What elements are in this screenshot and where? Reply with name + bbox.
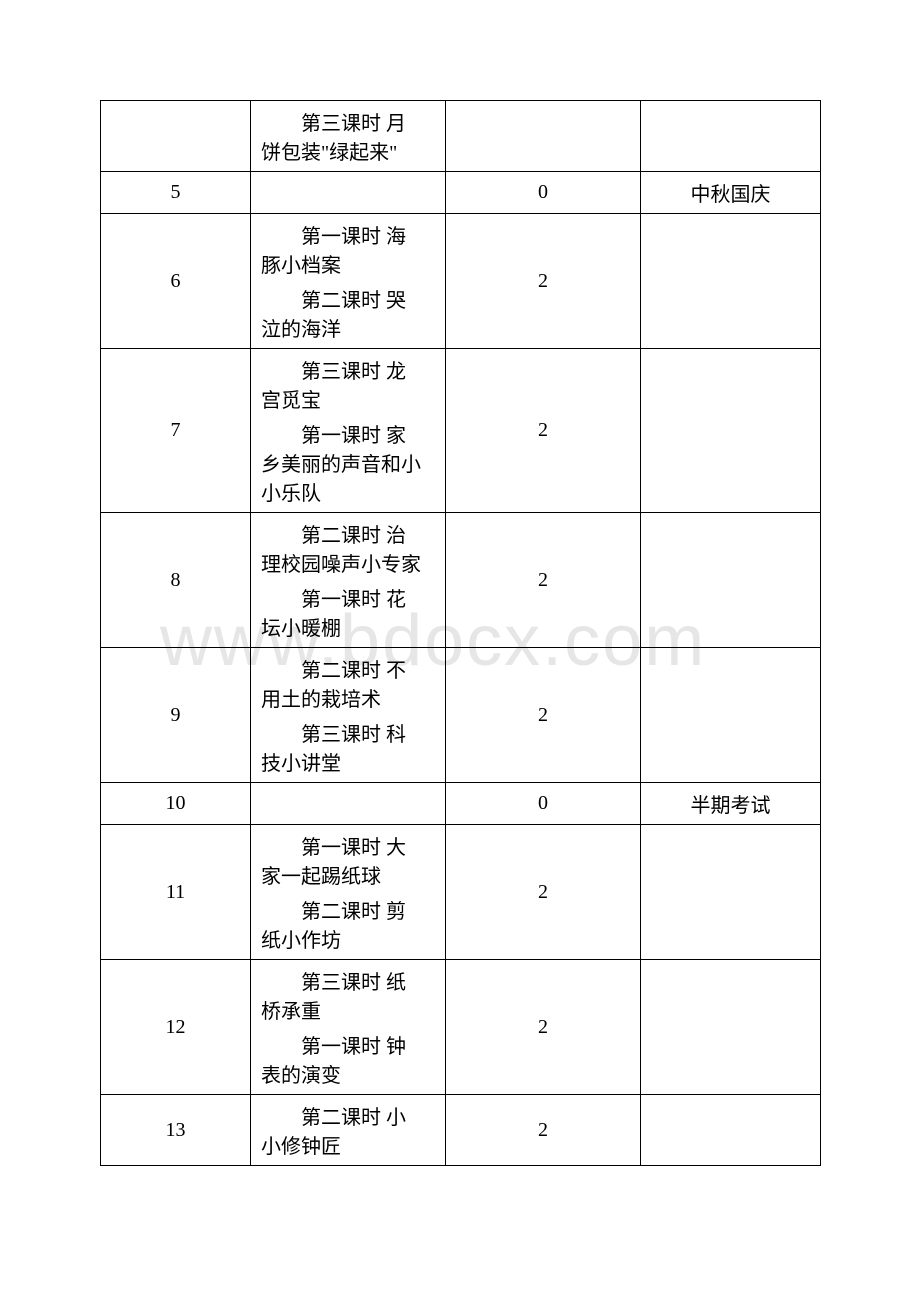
table-row: 7第三课时 龙宫觅宝第一课时 家乡美丽的声音和小小乐队2 <box>101 349 821 513</box>
note-cell: 半期考试 <box>641 783 821 825</box>
note-cell <box>641 101 821 172</box>
lesson-block: 第二课时 哭泣的海洋 <box>261 284 435 342</box>
content-cell: 第三课时 月饼包装"绿起来" <box>251 101 446 172</box>
note-cell: 中秋国庆 <box>641 172 821 214</box>
lesson-title-line: 第三课时 龙 <box>261 355 435 384</box>
lesson-title-line: 第三课时 月 <box>261 107 435 136</box>
week-cell: 6 <box>101 214 251 349</box>
table-row: 12第三课时 纸桥承重第一课时 钟表的演变2 <box>101 960 821 1095</box>
lesson-block: 第一课时 海豚小档案 <box>261 220 435 278</box>
week-cell: 10 <box>101 783 251 825</box>
note-cell <box>641 349 821 513</box>
table-row: 11第一课时 大家一起踢纸球第二课时 剪纸小作坊2 <box>101 825 821 960</box>
content-cell: 第二课时 小小修钟匠 <box>251 1095 446 1166</box>
schedule-table: 第三课时 月饼包装"绿起来"50中秋国庆6第一课时 海豚小档案第二课时 哭泣的海… <box>100 100 821 1166</box>
content-cell: 第二课时 不用土的栽培术第三课时 科技小讲堂 <box>251 648 446 783</box>
hours-cell: 2 <box>446 825 641 960</box>
week-cell: 12 <box>101 960 251 1095</box>
lesson-body-line: 泣的海洋 <box>261 313 435 342</box>
week-cell <box>101 101 251 172</box>
lesson-title-line: 第一课时 钟 <box>261 1030 435 1059</box>
week-cell: 8 <box>101 513 251 648</box>
table-row: 8第二课时 治理校园噪声小专家第一课时 花坛小暖棚2 <box>101 513 821 648</box>
content-cell <box>251 172 446 214</box>
hours-cell: 2 <box>446 648 641 783</box>
table-row: 5 0中秋国庆 <box>101 172 821 214</box>
lesson-body-line: 小修钟匠 <box>261 1130 435 1159</box>
content-cell: 第一课时 海豚小档案第二课时 哭泣的海洋 <box>251 214 446 349</box>
week-cell: 11 <box>101 825 251 960</box>
week-cell: 5 <box>101 172 251 214</box>
note-cell <box>641 1095 821 1166</box>
content-cell: 第一课时 大家一起踢纸球第二课时 剪纸小作坊 <box>251 825 446 960</box>
lesson-body-line: 家一起踢纸球 <box>261 860 435 889</box>
content-cell: 第三课时 纸桥承重第一课时 钟表的演变 <box>251 960 446 1095</box>
lesson-title-line: 第二课时 哭 <box>261 284 435 313</box>
note-cell <box>641 513 821 648</box>
hours-cell: 2 <box>446 214 641 349</box>
lesson-block: 第二课时 不用土的栽培术 <box>261 654 435 712</box>
lesson-title-line: 第一课时 家 <box>261 419 435 448</box>
lesson-body-line: 纸小作坊 <box>261 924 435 953</box>
lesson-title-line: 第二课时 不 <box>261 654 435 683</box>
note-cell <box>641 960 821 1095</box>
lesson-title-line: 第二课时 剪 <box>261 895 435 924</box>
lesson-title-line: 第三课时 纸 <box>261 966 435 995</box>
hours-cell: 2 <box>446 1095 641 1166</box>
lesson-block: 第一课时 花坛小暖棚 <box>261 583 435 641</box>
lesson-title-line: 第三课时 科 <box>261 718 435 747</box>
lesson-body-line: 宫觅宝 <box>261 384 435 413</box>
lesson-title-line: 第二课时 小 <box>261 1101 435 1130</box>
note-cell <box>641 648 821 783</box>
schedule-table-wrap: 第三课时 月饼包装"绿起来"50中秋国庆6第一课时 海豚小档案第二课时 哭泣的海… <box>100 100 820 1166</box>
table-row: 9第二课时 不用土的栽培术第三课时 科技小讲堂2 <box>101 648 821 783</box>
hours-cell: 2 <box>446 960 641 1095</box>
lesson-block: 第一课时 家乡美丽的声音和小小乐队 <box>261 419 435 506</box>
content-cell: 第二课时 治理校园噪声小专家第一课时 花坛小暖棚 <box>251 513 446 648</box>
table-row: 第三课时 月饼包装"绿起来" <box>101 101 821 172</box>
lesson-body-line: 桥承重 <box>261 995 435 1024</box>
lesson-body-line: 乡美丽的声音和小小乐队 <box>261 448 435 506</box>
lesson-block: 第三课时 纸桥承重 <box>261 966 435 1024</box>
hours-cell: 0 <box>446 172 641 214</box>
lesson-block: 第一课时 大家一起踢纸球 <box>261 831 435 889</box>
note-cell <box>641 825 821 960</box>
lesson-title-line: 第二课时 治 <box>261 519 435 548</box>
content-cell <box>251 783 446 825</box>
lesson-block: 第一课时 钟表的演变 <box>261 1030 435 1088</box>
lesson-block: 第三课时 月饼包装"绿起来" <box>261 107 435 165</box>
lesson-title-line: 第一课时 花 <box>261 583 435 612</box>
hours-cell: 2 <box>446 349 641 513</box>
hours-cell: 2 <box>446 513 641 648</box>
lesson-title-line: 第一课时 大 <box>261 831 435 860</box>
lesson-block: 第二课时 治理校园噪声小专家 <box>261 519 435 577</box>
lesson-body-line: 表的演变 <box>261 1059 435 1088</box>
table-row: 6第一课时 海豚小档案第二课时 哭泣的海洋2 <box>101 214 821 349</box>
lesson-block: 第二课时 小小修钟匠 <box>261 1101 435 1159</box>
lesson-body-line: 豚小档案 <box>261 249 435 278</box>
table-row: 10 0半期考试 <box>101 783 821 825</box>
lesson-body-line: 理校园噪声小专家 <box>261 548 435 577</box>
hours-cell: 0 <box>446 783 641 825</box>
table-row: 13第二课时 小小修钟匠2 <box>101 1095 821 1166</box>
lesson-body-line: 饼包装"绿起来" <box>261 136 435 165</box>
note-cell <box>641 214 821 349</box>
content-cell: 第三课时 龙宫觅宝第一课时 家乡美丽的声音和小小乐队 <box>251 349 446 513</box>
lesson-block: 第二课时 剪纸小作坊 <box>261 895 435 953</box>
week-cell: 7 <box>101 349 251 513</box>
week-cell: 9 <box>101 648 251 783</box>
lesson-block: 第三课时 龙宫觅宝 <box>261 355 435 413</box>
hours-cell <box>446 101 641 172</box>
lesson-block: 第三课时 科技小讲堂 <box>261 718 435 776</box>
lesson-body-line: 用土的栽培术 <box>261 683 435 712</box>
lesson-body-line: 坛小暖棚 <box>261 612 435 641</box>
week-cell: 13 <box>101 1095 251 1166</box>
lesson-body-line: 技小讲堂 <box>261 747 435 776</box>
lesson-title-line: 第一课时 海 <box>261 220 435 249</box>
